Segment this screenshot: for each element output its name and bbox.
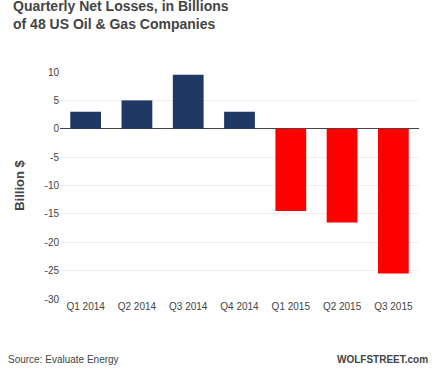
svg-text:Q4 2014: Q4 2014	[220, 301, 259, 312]
svg-text:Billion $: Billion $	[12, 159, 27, 210]
svg-text:Q2 2015: Q2 2015	[323, 301, 362, 312]
svg-text:-10: -10	[45, 180, 60, 191]
svg-text:10: 10	[48, 67, 60, 78]
svg-text:-5: -5	[50, 152, 59, 163]
svg-text:-20: -20	[45, 237, 60, 248]
svg-text:Source: Evaluate Energy: Source: Evaluate Energy	[8, 354, 119, 365]
svg-text:-15: -15	[45, 208, 60, 219]
svg-text:-30: -30	[45, 294, 60, 305]
svg-text:Q3 2015: Q3 2015	[374, 301, 413, 312]
svg-text:Q3 2014: Q3 2014	[169, 301, 208, 312]
svg-text:0: 0	[53, 123, 59, 134]
svg-text:-25: -25	[45, 265, 60, 276]
svg-text:WOLFSTREET.com: WOLFSTREET.com	[337, 354, 428, 365]
svg-text:Q1 2014: Q1 2014	[66, 301, 105, 312]
svg-text:Quarterly Net Losses, in Billi: Quarterly Net Losses, in Billionsof 48 U…	[13, 0, 229, 32]
svg-text:5: 5	[53, 95, 59, 106]
svg-text:Q1 2015: Q1 2015	[272, 301, 311, 312]
svg-text:Q2 2014: Q2 2014	[118, 301, 157, 312]
